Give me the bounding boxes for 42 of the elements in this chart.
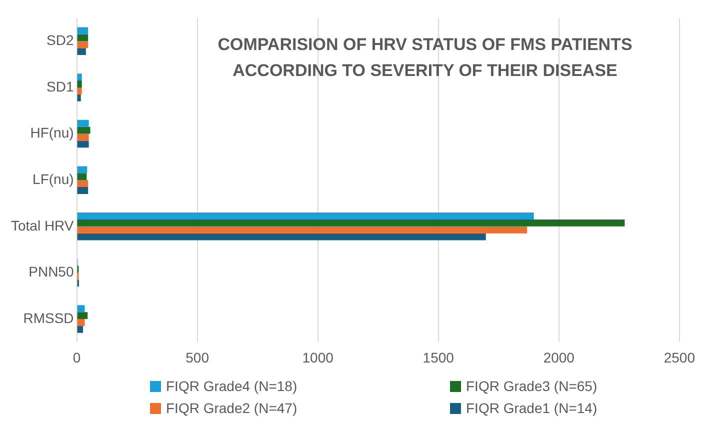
- y-tick-label: LF(nu): [32, 170, 74, 187]
- bar: [77, 80, 82, 88]
- bar: [77, 74, 82, 81]
- bar: [77, 126, 90, 134]
- bar: [77, 87, 82, 94]
- bar: [77, 212, 534, 220]
- bar: [77, 187, 88, 194]
- bar: [77, 140, 89, 148]
- y-tick-label: RMSSD: [23, 310, 74, 326]
- bar: [77, 219, 625, 226]
- y-tick-label: SD2: [46, 32, 74, 48]
- y-tick-label: HF(nu): [30, 124, 74, 141]
- bar: [77, 27, 88, 34]
- x-tick-label: 2500: [664, 349, 696, 366]
- text: COMPARISION OF HRV STATUS OF FMS PATIENTS ACCORDING TO SEVERITY OF THEIR DISEASE: [218, 35, 632, 80]
- bar: [77, 134, 89, 141]
- bar: [77, 34, 88, 42]
- x-tick-label: 500: [186, 349, 210, 366]
- y-tick-label: SD1: [46, 78, 74, 94]
- x-tick-label: 1500: [422, 349, 454, 366]
- x-tick-label: 0: [72, 349, 81, 366]
- bar: [77, 48, 86, 56]
- x-tick-label: 2000: [543, 349, 575, 366]
- bar: [77, 319, 85, 326]
- legend-label: FIQR Grade4 (N=18): [166, 378, 298, 394]
- bar: [77, 233, 486, 240]
- bar: [77, 120, 89, 127]
- legend-label: FIQR Grade1 (N=14): [466, 400, 598, 416]
- bar: [77, 173, 87, 180]
- x-tick-label: 1000: [302, 349, 334, 366]
- bar: [77, 326, 84, 333]
- legend-label: FIQR Grade2 (N=47): [166, 400, 298, 416]
- bar: [77, 166, 88, 174]
- bar: [77, 226, 528, 234]
- bar: [77, 41, 88, 48]
- bar: [77, 180, 88, 188]
- bar: [77, 94, 81, 102]
- y-tick-label: PNN50: [28, 264, 74, 280]
- bar: [77, 312, 88, 320]
- y-tick-label: Total HRV: [10, 217, 74, 234]
- bar: [77, 305, 85, 312]
- legend-label: FIQR Grade3 (N=65): [466, 378, 598, 394]
